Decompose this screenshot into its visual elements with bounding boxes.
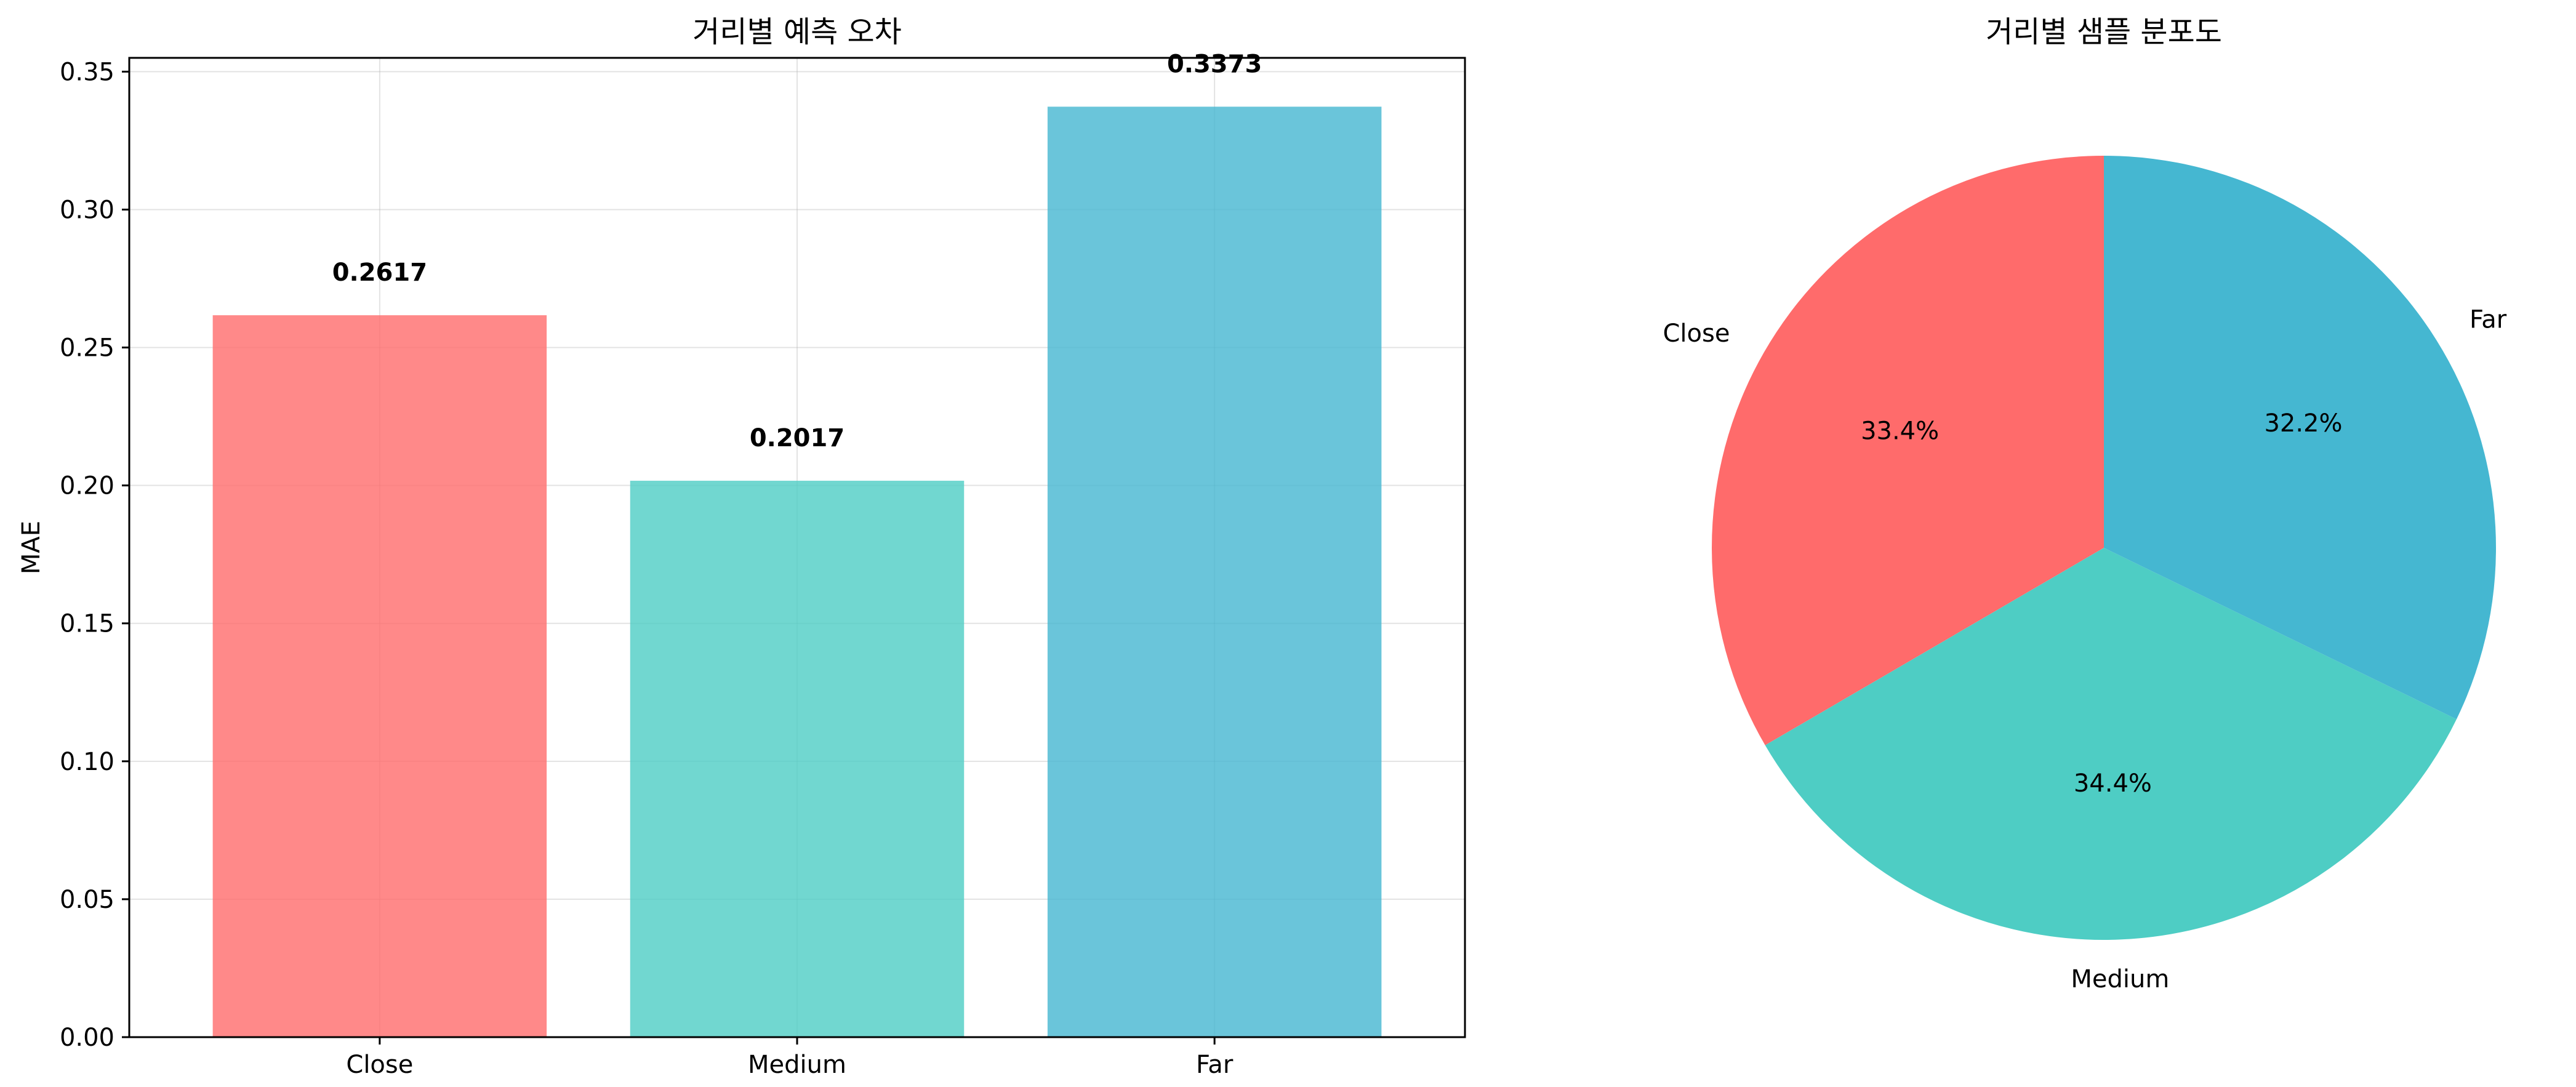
pie-label: Medium	[2071, 965, 2169, 993]
pie-percent-label: 33.4%	[1861, 417, 1939, 446]
pie-slice-medium	[1765, 548, 2457, 941]
x-axis-ticks: Close Medium Far	[346, 1037, 1234, 1079]
y-tick-label: 0.20	[60, 472, 114, 500]
y-tick-label: 0.10	[60, 748, 114, 776]
pie-labels: Close 33.4% Medium 34.4% Far 32.2%	[1663, 305, 2506, 993]
y-axis-ticks: 0.00 0.05 0.10 0.15 0.20 0.25 0.30 0.35	[60, 58, 129, 1052]
bar-value-labels: 0.2617 0.2017 0.3373	[332, 50, 1262, 452]
pie-label: Close	[1663, 319, 1730, 348]
pie-percent-label: 32.2%	[2264, 409, 2342, 438]
y-tick-label: 0.30	[60, 196, 114, 224]
y-tick-label: 0.35	[60, 58, 114, 86]
y-tick-label: 0.15	[60, 610, 114, 638]
pie-slice-close	[1711, 156, 2104, 745]
bar-medium	[630, 481, 965, 1037]
pie-percent-label: 34.4%	[2074, 769, 2152, 798]
bar-close	[212, 315, 547, 1038]
bar-value-label: 0.2617	[332, 259, 427, 287]
y-tick-label: 0.25	[60, 334, 114, 363]
x-tick-label: Close	[346, 1051, 413, 1079]
y-tick-label: 0.00	[60, 1024, 114, 1052]
y-axis-label: MAE	[17, 521, 46, 574]
y-tick-label: 0.05	[60, 886, 114, 914]
pie-slices	[1711, 156, 2496, 941]
bar-value-label: 0.3373	[1167, 50, 1262, 78]
x-tick-label: Medium	[748, 1051, 846, 1079]
pie-chart: 거리별 샘플 분포도 Close 33.4% Medium 34.4% Far 32.2%	[1663, 15, 2506, 993]
pie-label: Far	[2470, 305, 2507, 334]
x-tick-label: Far	[1196, 1051, 1234, 1079]
bar-chart-title: 거리별 예측 오차	[692, 15, 902, 49]
pie-chart-title: 거리별 샘플 분포도	[1986, 15, 2222, 49]
pie-slice-far	[2104, 156, 2496, 720]
bar-far	[1047, 106, 1382, 1037]
bar-value-label: 0.2017	[750, 424, 845, 452]
bar-bars	[212, 106, 1382, 1038]
